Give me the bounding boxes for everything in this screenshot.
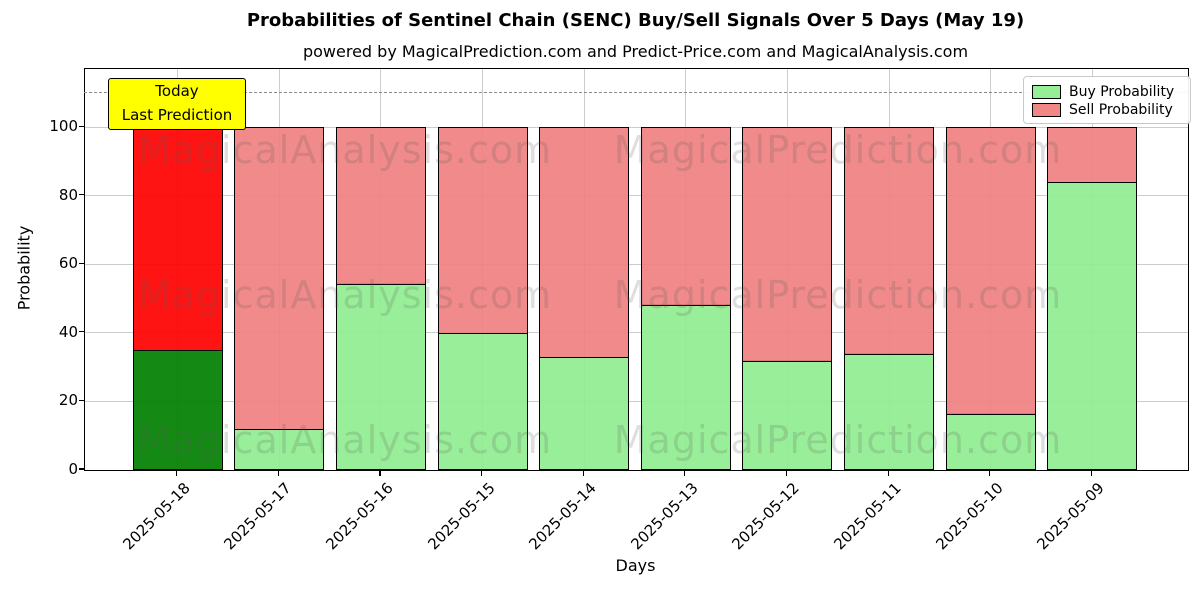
y-tick-label: 40: [58, 322, 78, 341]
y-tick-label: 0: [68, 460, 78, 478]
x-tick-mark: [989, 470, 991, 476]
bar-buy-segment: [132, 350, 223, 470]
bar-sell-segment: [335, 127, 426, 285]
bar-sell-segment: [539, 127, 630, 359]
bar-buy-segment: [234, 428, 325, 470]
chart-subtitle: powered by MagicalPrediction.com and Pre…: [302, 42, 969, 61]
watermark-text: MagicalPrediction.com: [613, 128, 1063, 172]
x-tick-mark: [785, 470, 788, 476]
watermark-text: MagicalAnalysis.com: [137, 418, 553, 462]
plot-area: [84, 68, 1189, 471]
legend-label-sell: Sell Probability: [1069, 102, 1173, 118]
legend-label-buy: Buy Probability: [1069, 84, 1175, 100]
watermark-text: MagicalAnalysis.com: [137, 273, 553, 317]
y-tick-mark: [79, 331, 84, 333]
x-tick-mark: [1090, 470, 1092, 476]
legend: Buy Probability Sell Probability: [1023, 76, 1191, 124]
bar-sell-segment: [437, 127, 528, 335]
y-axis-label: Probability: [14, 225, 34, 311]
watermark-text: MagicalPrediction.com: [613, 418, 1063, 462]
x-axis-label: Days: [615, 556, 656, 575]
y-tick-mark: [79, 194, 84, 196]
y-tick-label: 80: [58, 185, 78, 204]
bar-buy-segment: [335, 283, 426, 470]
y-tick-label: 100: [49, 117, 78, 136]
x-tick-mark: [582, 470, 584, 476]
x-tick-mark: [277, 470, 279, 476]
x-tick-mark: [887, 470, 889, 476]
watermark-text: MagicalAnalysis.com: [137, 128, 553, 172]
legend-item-sell: Sell Probability: [1032, 101, 1182, 119]
today-annotation: Today Last Prediction: [108, 78, 246, 130]
y-tick-mark: [79, 468, 84, 470]
y-tick-mark: [79, 125, 84, 127]
bar-sell-segment: [945, 127, 1036, 415]
watermark-text: MagicalPrediction.com: [613, 273, 1063, 317]
gridline-y: [85, 195, 1188, 197]
x-tick-mark: [176, 470, 178, 476]
bar-buy-segment: [742, 360, 833, 470]
legend-swatch-buy: [1032, 85, 1061, 99]
bar-sell-segment: [742, 127, 833, 362]
x-tick-mark: [684, 470, 686, 476]
gridline-y: [85, 332, 1188, 334]
gridline-y: [85, 126, 1188, 128]
bar-buy-segment: [539, 356, 630, 470]
gridline-y: [85, 263, 1188, 265]
y-tick-label: 60: [58, 254, 78, 273]
gridline-y: [85, 400, 1188, 402]
dashed-threshold-line: [84, 91, 1187, 93]
bar-buy-segment: [1047, 182, 1138, 470]
bar-buy-segment: [640, 304, 731, 470]
legend-swatch-sell: [1032, 103, 1061, 117]
x-tick-mark: [480, 470, 483, 476]
x-tick-mark: [379, 470, 381, 476]
y-tick-label: 20: [58, 391, 78, 410]
bar-sell-segment: [234, 127, 325, 431]
chart-title: Probabilities of Sentinel Chain (SENC) B…: [246, 10, 1025, 31]
bar-sell-segment: [844, 127, 935, 355]
today-annotation-line1: Today: [155, 82, 199, 100]
bar-sell-segment: [1047, 127, 1138, 184]
bar-sell-segment: [640, 127, 731, 306]
legend-item-buy: Buy Probability: [1032, 83, 1182, 101]
y-tick-mark: [79, 262, 84, 264]
bar-buy-segment: [945, 413, 1036, 470]
today-annotation-line2: Last Prediction: [121, 106, 233, 124]
y-tick-mark: [79, 399, 84, 402]
